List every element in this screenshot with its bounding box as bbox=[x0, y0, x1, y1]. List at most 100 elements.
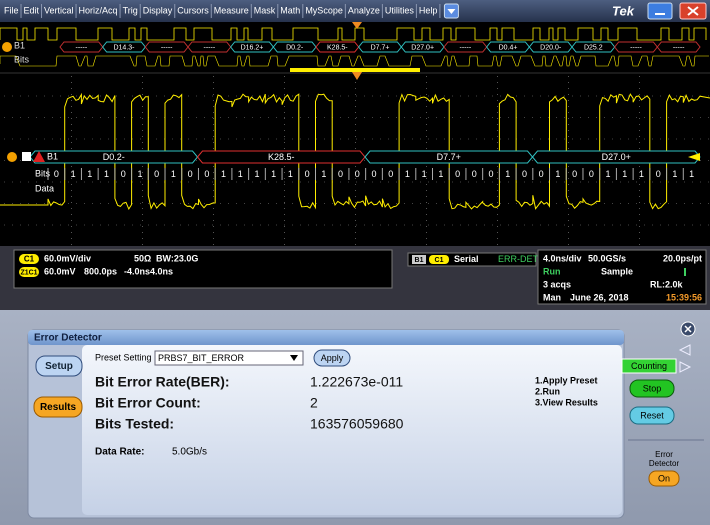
serial-source: C1 bbox=[435, 257, 444, 264]
grid-dot bbox=[28, 95, 29, 97]
grid-dot bbox=[204, 203, 205, 204]
grid-dot bbox=[355, 82, 356, 83]
menu-item[interactable]: Trig bbox=[123, 5, 138, 15]
grid-dot bbox=[497, 148, 498, 149]
preset-dropdown[interactable] bbox=[154, 350, 304, 366]
grid-dot bbox=[692, 117, 693, 118]
menu-item[interactable]: MyScope bbox=[305, 5, 343, 15]
grid-dot bbox=[476, 95, 477, 97]
grid-dot bbox=[612, 117, 613, 118]
grid-dot bbox=[68, 117, 69, 118]
bit: 1 bbox=[254, 169, 259, 179]
grid-dot bbox=[660, 117, 661, 118]
grid-dot bbox=[564, 95, 565, 97]
grid-dot bbox=[108, 138, 109, 140]
grid-dot bbox=[708, 160, 709, 161]
bit: 1 bbox=[171, 169, 176, 179]
grid-dot bbox=[596, 224, 597, 226]
bit: 1 bbox=[87, 169, 92, 179]
grid-dot bbox=[180, 117, 181, 118]
grid-dot bbox=[436, 117, 437, 118]
grid-dot bbox=[4, 138, 5, 140]
result-value: 2 bbox=[310, 395, 318, 411]
grid-dot bbox=[572, 138, 573, 140]
grid-dot bbox=[700, 160, 701, 161]
reset-button[interactable] bbox=[629, 406, 675, 425]
grid-dot bbox=[492, 95, 493, 97]
channel-name: C1 bbox=[24, 255, 35, 264]
menu-item[interactable]: Cursors bbox=[177, 5, 209, 15]
grid-dot bbox=[44, 95, 45, 97]
stop-button[interactable] bbox=[629, 379, 675, 398]
setup-button[interactable] bbox=[35, 355, 83, 377]
grid-dot bbox=[132, 181, 133, 183]
grid-dot bbox=[604, 95, 605, 97]
grid-dot bbox=[84, 181, 85, 183]
grid-dot bbox=[396, 224, 397, 226]
grid-dot bbox=[639, 190, 640, 191]
grid-dot bbox=[692, 181, 693, 183]
grid-dot bbox=[588, 181, 589, 183]
menu-item[interactable]: Analyze bbox=[348, 5, 380, 15]
menu-item[interactable]: Mask bbox=[254, 5, 276, 15]
grid-dot bbox=[497, 100, 498, 101]
grid-dot bbox=[444, 95, 445, 97]
zoom-offset: 4.0ns bbox=[150, 266, 173, 276]
preset-label: Preset Setting bbox=[95, 352, 152, 362]
grid-dot bbox=[568, 136, 569, 137]
menu-item[interactable]: Math bbox=[280, 5, 300, 15]
grid-dot bbox=[213, 202, 214, 203]
grid-dot bbox=[568, 190, 569, 191]
grid-dot bbox=[568, 76, 569, 77]
results-button[interactable] bbox=[33, 396, 83, 418]
grid-dot bbox=[71, 166, 72, 167]
grid-dot bbox=[604, 138, 605, 140]
menu-item[interactable]: Horiz/Acq bbox=[79, 5, 118, 15]
grid-dot bbox=[324, 181, 325, 183]
bus-checkbox[interactable] bbox=[22, 152, 31, 161]
grid-dot bbox=[140, 138, 141, 140]
trigger-level-icon bbox=[684, 268, 686, 276]
channel-bandwidth: BW:23.0G bbox=[156, 253, 198, 263]
grid-dot bbox=[142, 136, 143, 137]
grid-dot bbox=[71, 226, 72, 227]
grid-dot bbox=[228, 138, 229, 140]
overview-bus-symbol: D0.4+ bbox=[499, 44, 518, 51]
menu-item[interactable]: Measure bbox=[214, 5, 249, 15]
on-button[interactable] bbox=[648, 470, 680, 487]
grid-dot bbox=[484, 138, 485, 140]
menu-item[interactable]: Utilities bbox=[385, 5, 415, 15]
apply-button[interactable] bbox=[313, 349, 351, 367]
grid-dot bbox=[497, 166, 498, 167]
grid-dot bbox=[28, 203, 29, 204]
grid-dot bbox=[268, 224, 269, 226]
grid-dot bbox=[228, 95, 229, 97]
grid-dot bbox=[132, 138, 133, 140]
grid-dot bbox=[355, 220, 356, 221]
grid-dot bbox=[71, 148, 72, 149]
grid-dot bbox=[476, 224, 477, 226]
menu-item[interactable]: Vertical bbox=[44, 5, 74, 15]
grid-dot bbox=[468, 138, 469, 140]
grid-dot bbox=[142, 124, 143, 125]
bit: 1 bbox=[438, 169, 443, 179]
grid-dot bbox=[380, 224, 381, 226]
grid-dot bbox=[580, 203, 581, 204]
grid-dot bbox=[292, 117, 293, 118]
grid-dot bbox=[100, 138, 101, 140]
grid-dot bbox=[142, 142, 143, 143]
grid-dot bbox=[132, 224, 133, 226]
minimize-button[interactable] bbox=[647, 2, 673, 20]
grid-dot bbox=[180, 224, 181, 226]
menu-item[interactable]: Help bbox=[419, 5, 438, 15]
menu-item[interactable]: File bbox=[4, 5, 19, 15]
grid-dot bbox=[652, 203, 653, 204]
grid-dot bbox=[142, 190, 143, 191]
menu-item[interactable]: Edit bbox=[24, 5, 40, 15]
grid-dot bbox=[668, 203, 669, 204]
menu-item[interactable]: Display bbox=[143, 5, 173, 15]
grid-dot bbox=[284, 181, 285, 183]
grid-dot bbox=[71, 232, 72, 233]
grid-dot bbox=[268, 117, 269, 118]
